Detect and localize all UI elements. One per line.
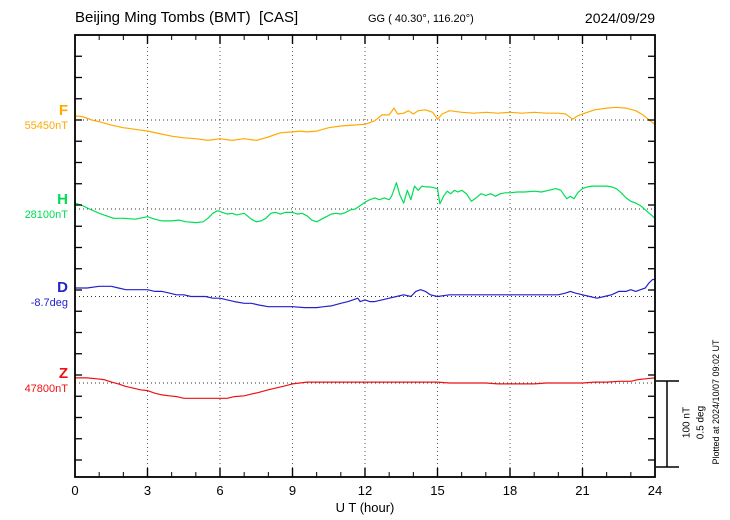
trace-curve-D — [74, 278, 656, 309]
trace-baselines — [75, 119, 655, 384]
trace-letter: D — [57, 278, 68, 296]
trace-label-F: F 55450nT — [0, 103, 68, 133]
trace-label-D: D -8.7deg — [0, 278, 68, 310]
trace-value: 55450nT — [24, 120, 68, 132]
trace-value: -8.7deg — [30, 296, 68, 309]
trace-value: 28100nT — [24, 209, 68, 221]
x-tick-label: 24 — [647, 483, 663, 498]
x-tick-label: 0 — [71, 483, 79, 498]
x-tick-label: 18 — [502, 483, 518, 498]
trace-letter: H — [57, 191, 68, 208]
vertical-gridlines — [147, 35, 583, 477]
x-axis-title: U T (hour) — [335, 500, 395, 515]
trace-curves — [74, 106, 656, 399]
trace-curve-F — [74, 106, 656, 141]
plot-frame — [74, 34, 656, 478]
trace-curve-H — [74, 182, 656, 224]
plot-date: 2024/09/29 — [584, 10, 655, 26]
x-tick-label: 15 — [430, 483, 445, 498]
trace-letter: Z — [58, 365, 68, 382]
geographic-coordinates: GG ( 40.30°, 116.20°) — [368, 13, 474, 25]
station-title: Beijing Ming Tombs (BMT) [CAS] — [75, 9, 299, 26]
scale-bar — [656, 380, 679, 468]
trace-curve-Z — [74, 377, 656, 399]
plotted-at-note: Plotted at 2024/10/07 09:02 UT — [711, 339, 721, 465]
axis-ticks — [75, 35, 655, 477]
x-tick-label: 9 — [288, 483, 297, 498]
trace-letter: F — [58, 102, 68, 119]
x-tick-label: 3 — [143, 483, 152, 498]
scale-bar-deg-label: 0.5 deg — [695, 405, 707, 440]
trace-label-H: H 28100nT — [0, 192, 68, 222]
trace-label-Z: Z 47800nT — [0, 366, 68, 396]
trace-value: 47800nT — [24, 383, 68, 395]
x-tick-label: 6 — [216, 483, 224, 498]
x-tick-label: 21 — [575, 483, 590, 498]
x-tick-label: 12 — [357, 483, 373, 498]
scale-bar-nt-label: 100 nT — [681, 406, 693, 439]
